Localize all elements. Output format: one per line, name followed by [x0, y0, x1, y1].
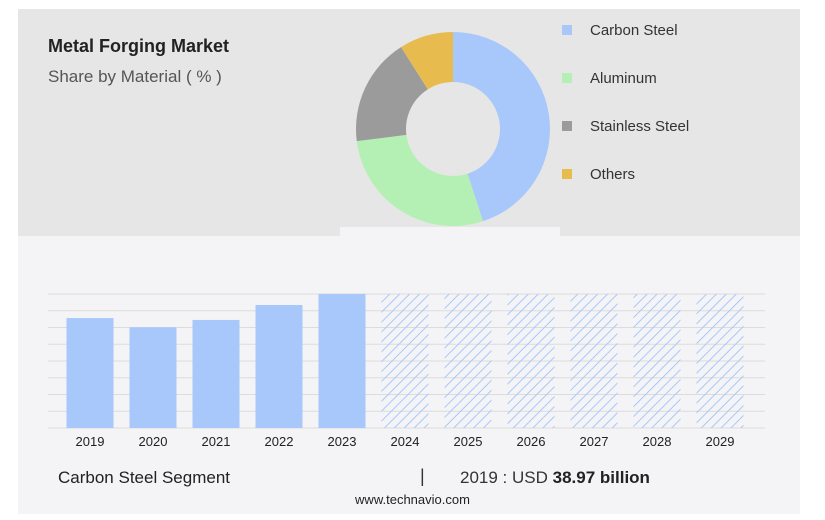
website-link[interactable]: www.technavio.com — [355, 492, 470, 507]
donut-clip — [340, 227, 560, 240]
donut-slice-aluminum — [356, 134, 483, 226]
x-tick-label: 2021 — [202, 434, 231, 449]
x-tick-label: 2025 — [454, 434, 483, 449]
bar-2022 — [255, 305, 303, 428]
chart-subtitle: Share by Material ( % ) — [48, 67, 222, 86]
legend-swatch-aluminum — [562, 73, 572, 83]
legend-item-aluminum: Aluminum — [562, 68, 657, 88]
donut-slice-carbon-steel — [453, 32, 550, 222]
bar-chart: 2019 2020 2021 2022 2023 2024 2025 2026 2027 2028… — [48, 293, 765, 449]
x-tick-label: 2023 — [328, 434, 357, 449]
value-prefix: 2019 : USD — [460, 468, 548, 487]
forecast-bar-2026 — [507, 294, 555, 428]
donut-slice-others — [401, 32, 453, 90]
x-tick-label: 2027 — [580, 434, 609, 449]
segment-value: 2019 : USD 38.97 billion — [460, 468, 650, 488]
chart-title: Metal Forging Market — [48, 36, 230, 56]
forecast-bar-2028 — [633, 294, 681, 428]
legend-swatch-carbon-steel — [562, 25, 572, 35]
forecast-bar-2025 — [444, 294, 492, 428]
x-tick-label: 2020 — [139, 434, 168, 449]
legend-label: Carbon Steel — [590, 21, 678, 39]
x-tick-label: 2019 — [76, 434, 105, 449]
x-tick-label: 2022 — [265, 434, 294, 449]
legend-swatch-stainless-steel — [562, 121, 572, 131]
segment-label: Carbon Steel Segment — [58, 468, 230, 487]
legend-label: Others — [590, 165, 636, 183]
forecast-bar-2024 — [381, 294, 429, 428]
donut-chart — [340, 32, 560, 240]
legend-item-carbon-steel: Carbon Steel — [562, 20, 678, 40]
bar-2019 — [66, 318, 114, 428]
legend-label: Stainless Steel — [590, 117, 690, 135]
donut-slice-stainless-steel — [356, 47, 428, 142]
legend-item-stainless-steel: Stainless Steel — [562, 116, 689, 136]
x-tick-label: 2029 — [706, 434, 735, 449]
forecast-bar-2027 — [570, 294, 618, 428]
x-tick-label: 2028 — [643, 434, 672, 449]
bar-2020 — [129, 327, 177, 428]
x-tick-label: 2026 — [517, 434, 546, 449]
legend-item-others: Others — [562, 164, 635, 184]
legend-swatch-others — [562, 169, 572, 179]
forecast-bar-2029 — [696, 294, 744, 428]
value-amount: 38.97 billion — [552, 468, 650, 487]
footer-separator: | — [420, 466, 425, 486]
legend-label: Aluminum — [590, 69, 657, 87]
bar-2021 — [192, 319, 240, 428]
x-tick-label: 2024 — [391, 434, 420, 449]
bar-2023 — [318, 294, 366, 428]
